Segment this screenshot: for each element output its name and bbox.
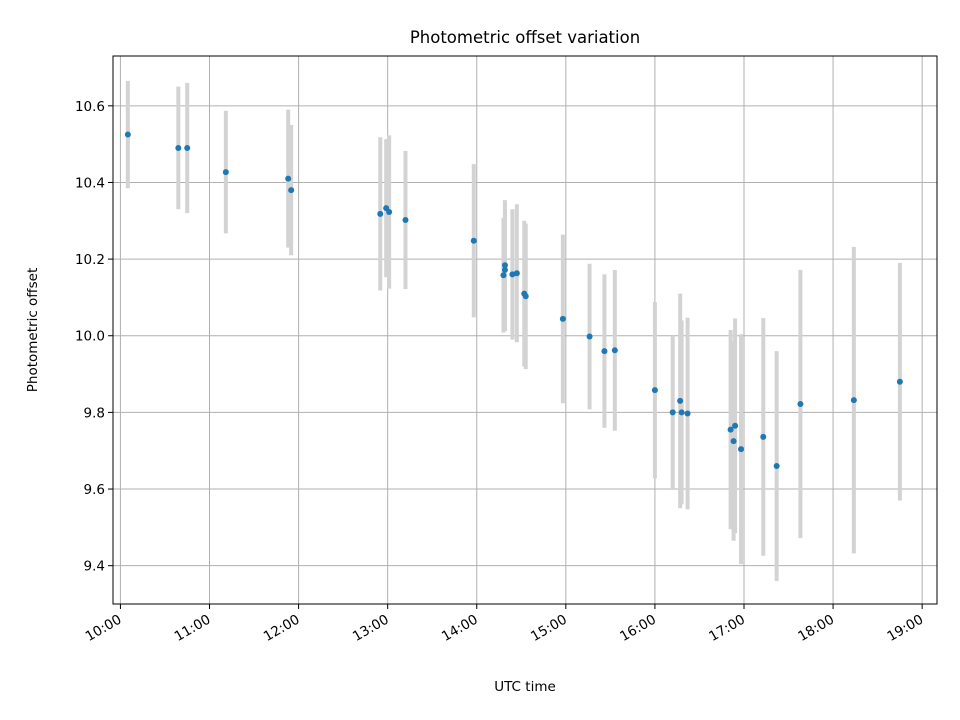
data-point: [732, 422, 739, 429]
y-tick-label: 9.4: [84, 559, 105, 575]
data-point: [501, 262, 508, 269]
data-point: [677, 397, 684, 404]
data-point: [500, 272, 507, 279]
data-point: [288, 187, 295, 194]
data-points: [124, 131, 903, 470]
data-point: [797, 400, 804, 407]
data-point: [501, 266, 508, 273]
data-point: [386, 208, 393, 215]
y-tick-label: 9.6: [84, 482, 105, 498]
data-point: [175, 144, 182, 151]
data-point: [730, 438, 737, 445]
data-point: [760, 433, 767, 440]
data-point: [651, 387, 658, 394]
x-axis-label: UTC time: [494, 679, 556, 695]
data-point: [738, 446, 745, 453]
data-point: [586, 333, 593, 340]
data-point: [611, 347, 618, 354]
data-point: [850, 397, 857, 404]
data-point: [184, 144, 191, 151]
data-point: [222, 169, 229, 176]
data-point: [559, 315, 566, 322]
data-point: [669, 409, 676, 416]
y-tick-label: 10.2: [75, 252, 105, 268]
data-point: [773, 463, 780, 470]
y-tick-label: 10.0: [75, 329, 105, 345]
chart-title: Photometric offset variation: [410, 28, 640, 47]
data-point: [522, 293, 529, 300]
data-point: [124, 131, 131, 138]
data-point: [470, 237, 477, 244]
y-tick-label: 9.8: [84, 405, 105, 421]
data-point: [896, 378, 903, 385]
y-tick-label: 10.6: [75, 99, 105, 115]
data-point: [402, 217, 409, 224]
y-axis-ticks: 9.4 9.6 9.8 10.0 10.2 10.4 10.6: [75, 99, 113, 575]
data-point: [513, 270, 520, 277]
plot-frame: [112, 55, 938, 605]
data-point: [684, 410, 691, 417]
data-point: [377, 210, 384, 217]
data-point: [678, 409, 685, 416]
data-point: [601, 348, 608, 355]
data-point: [285, 175, 292, 182]
y-tick-label: 10.4: [75, 175, 105, 191]
data-point: [727, 426, 734, 433]
y-axis-label: Photometric offset: [25, 268, 41, 392]
